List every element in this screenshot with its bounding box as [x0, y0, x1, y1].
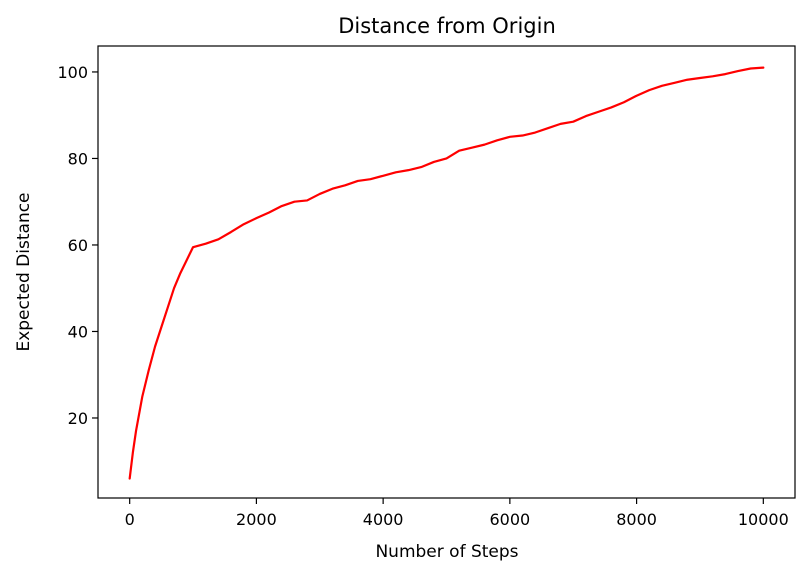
x-tick-label: 0 [125, 510, 135, 529]
y-axis-label: Expected Distance [14, 192, 34, 351]
y-axis: 20 40 60 80 100 [57, 63, 98, 428]
x-tick-label: 6000 [490, 510, 531, 529]
x-tick-label: 4000 [363, 510, 404, 529]
y-tick-label: 60 [68, 236, 88, 255]
series-line-0 [128, 66, 765, 480]
x-axis: 0 2000 4000 6000 8000 10000 [125, 498, 789, 529]
plot-frame [97, 45, 796, 499]
y-tick-label: 20 [68, 409, 88, 428]
y-tick-label: 100 [57, 63, 88, 82]
x-tick-label: 8000 [616, 510, 657, 529]
x-axis-label: Number of Steps [375, 542, 518, 562]
chart-title: Distance from Origin [338, 14, 556, 38]
x-tick-label: 10000 [738, 510, 789, 529]
y-tick-label: 40 [68, 322, 88, 341]
plot-area [128, 66, 765, 480]
y-tick-label: 80 [68, 149, 88, 168]
x-tick-label: 2000 [236, 510, 277, 529]
